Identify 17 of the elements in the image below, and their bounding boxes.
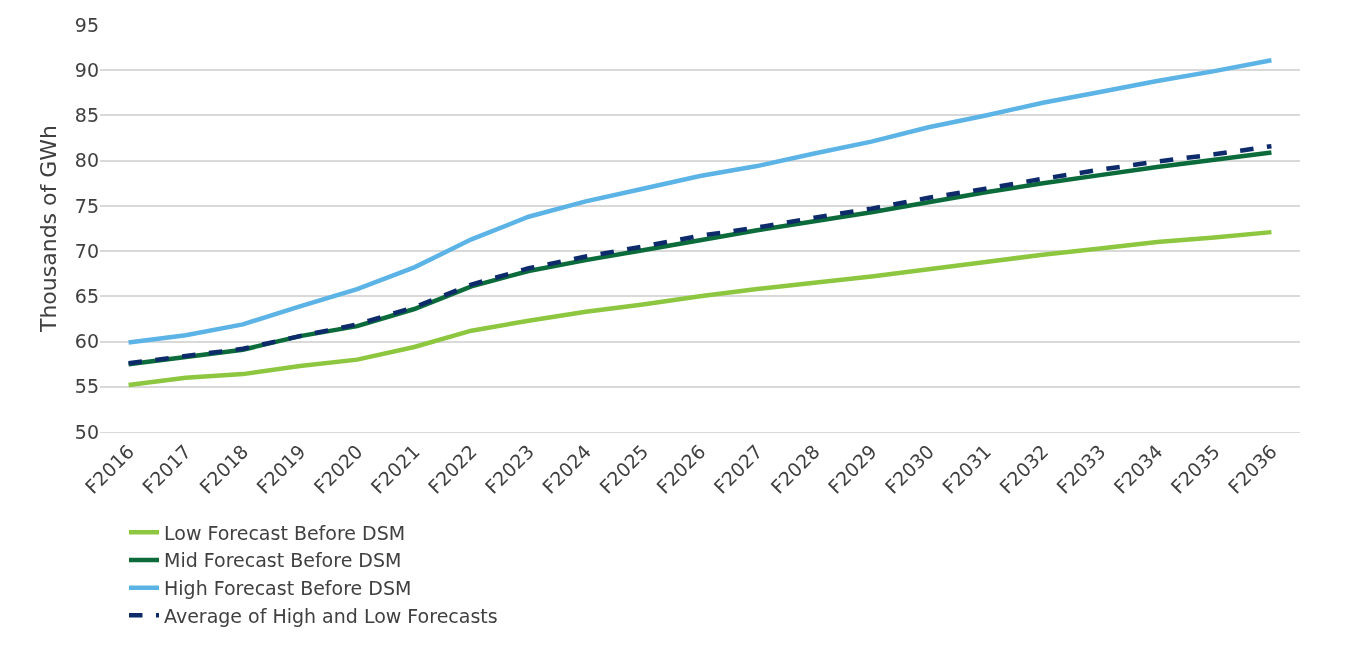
legend-label: Mid Forecast Before DSM bbox=[164, 549, 402, 572]
y-tick-label: 90 bbox=[74, 58, 99, 81]
legend-label: Low Forecast Before DSM bbox=[164, 521, 406, 544]
y-tick-label: 95 bbox=[74, 13, 99, 36]
y-tick-label: 85 bbox=[74, 104, 99, 127]
y-tick-label: 75 bbox=[74, 194, 99, 217]
y-tick-label: 55 bbox=[74, 375, 99, 398]
y-tick-label: 65 bbox=[74, 284, 99, 307]
line-series bbox=[126, 229, 1274, 388]
line-series bbox=[126, 58, 1274, 345]
y-tick-label: 80 bbox=[74, 149, 99, 172]
y-tick-label: 50 bbox=[74, 420, 99, 443]
y-axis-title: Thousands of GWh bbox=[35, 124, 61, 334]
legend-label: High Forecast Before DSM bbox=[164, 577, 412, 600]
legend-label: Average of High and Low Forecasts bbox=[164, 604, 498, 627]
y-tick-label: 70 bbox=[74, 239, 99, 262]
y-tick-label: 60 bbox=[74, 330, 99, 353]
